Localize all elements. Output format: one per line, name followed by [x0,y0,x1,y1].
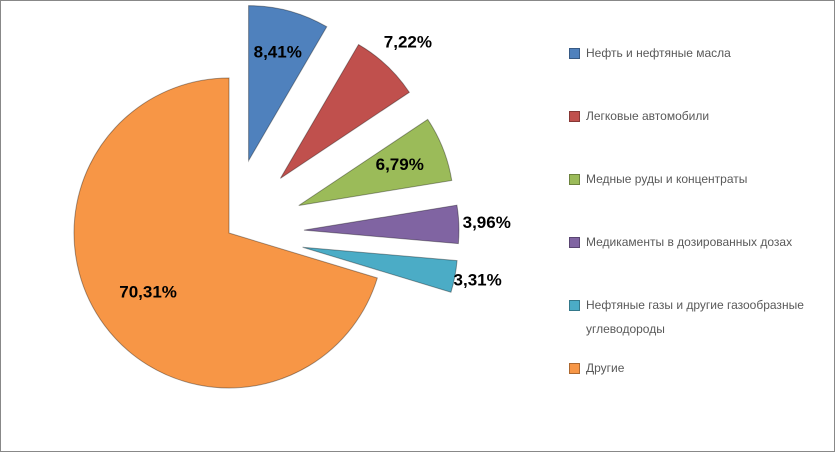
pie-slice [248,5,328,163]
legend-label: Другие [586,361,625,375]
legend-label: Медные руды и концентраты [586,172,748,186]
legend-label: Нефтяные газы и другие газообразные угле… [586,298,804,336]
pie-slice [302,246,458,293]
legend-item: Медные руды и концентраты [569,167,826,191]
data-label: 70,31% [119,282,177,301]
data-label: 7,22% [384,32,432,51]
legend-label: Медикаменты в дозированных дозах [586,235,793,249]
legend-item: Медикаменты в дозированных дозах [569,230,826,254]
legend-swatch [569,300,580,311]
legend-swatch [569,174,580,185]
legend-item: Другие [569,356,826,380]
legend-item: Легковые автомобили [569,104,826,128]
legend-label: Нефть и нефтяные масла [586,46,731,60]
legend-label: Легковые автомобили [586,109,710,123]
data-label: 3,96% [463,213,511,232]
pie-slice [279,43,411,179]
legend-swatch [569,237,580,248]
pie-slice [298,118,453,206]
data-label: 8,41% [254,42,302,61]
legend-item: Нефтяные газы и другие газообразные угле… [569,293,826,341]
legend-swatch [569,48,580,59]
legend-item: Нефть и нефтяные масла [569,41,826,65]
data-label: 3,31% [454,270,502,289]
pie-slice [73,77,378,389]
data-label: 6,79% [376,155,424,174]
legend-swatch [569,363,580,374]
legend-swatch [569,111,580,122]
pie-slice [303,204,460,245]
